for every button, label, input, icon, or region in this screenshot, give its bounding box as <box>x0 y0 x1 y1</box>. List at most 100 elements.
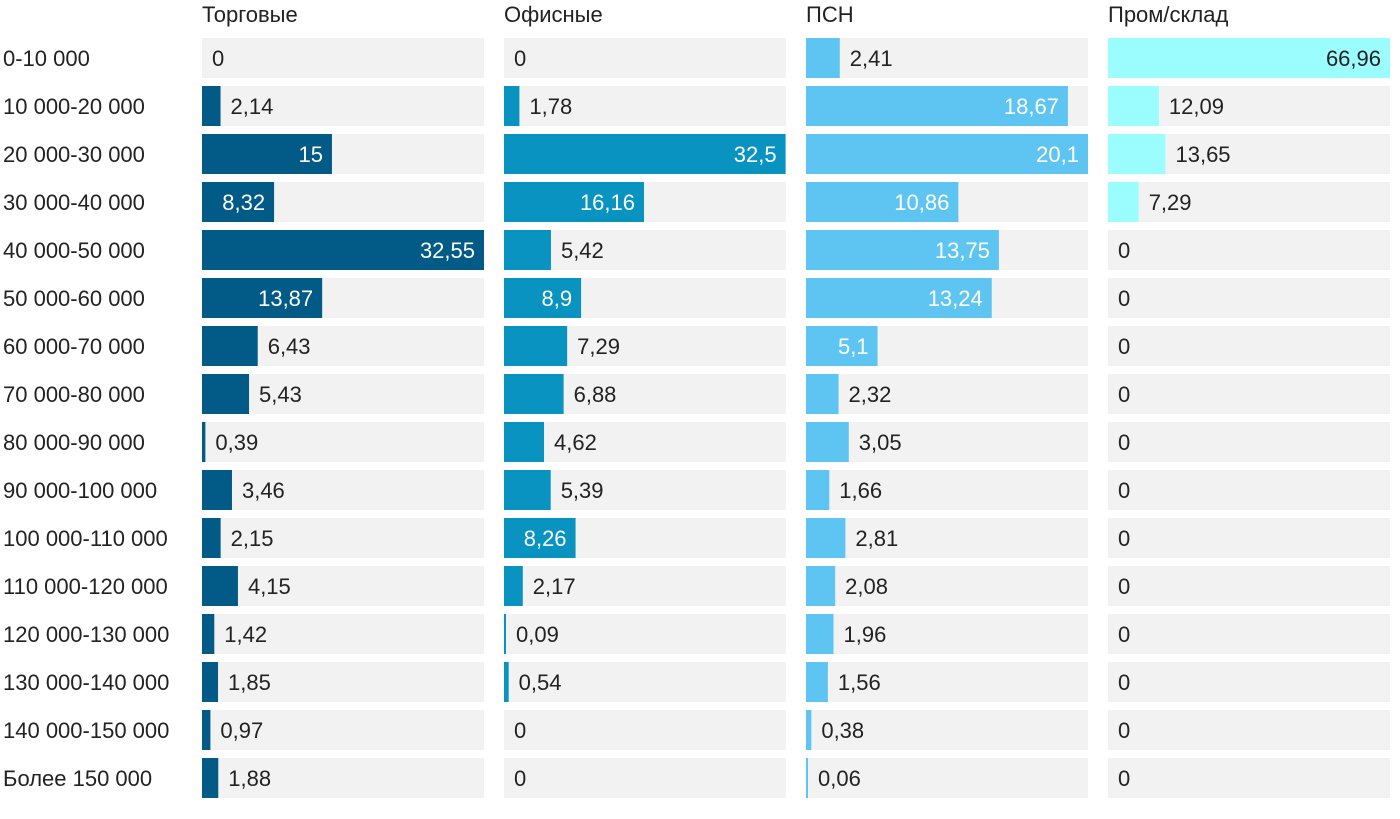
data-label: 5,42 <box>561 238 604 263</box>
category-label: 50 000-60 000 <box>3 286 145 311</box>
bar <box>202 758 219 798</box>
category-label: 140 000-150 000 <box>3 718 169 743</box>
bar <box>504 182 644 222</box>
data-label: 3,05 <box>859 430 902 455</box>
data-label: 8,26 <box>524 526 567 551</box>
bar <box>202 326 258 366</box>
bar-track <box>1108 278 1390 318</box>
data-label: 4,15 <box>248 574 291 599</box>
data-label: 0,97 <box>220 718 263 743</box>
data-label: 0 <box>1118 574 1130 599</box>
data-label: 8,32 <box>222 190 265 215</box>
bar-track <box>1108 230 1390 270</box>
bar <box>202 566 238 606</box>
data-label: 2,17 <box>533 574 576 599</box>
data-label: 0 <box>1118 526 1130 551</box>
data-label: 0 <box>1118 286 1130 311</box>
bar <box>806 422 849 462</box>
category-label: 60 000-70 000 <box>3 334 145 359</box>
bar <box>1108 38 1390 78</box>
bar-track <box>1108 566 1390 606</box>
bar <box>806 758 808 798</box>
bar <box>806 278 992 318</box>
category-label: 20 000-30 000 <box>3 142 145 167</box>
bar <box>1108 182 1139 222</box>
category-label: 130 000-140 000 <box>3 670 169 695</box>
data-label: 1,42 <box>224 622 267 647</box>
data-label: 0 <box>514 766 526 791</box>
data-label: 2,41 <box>850 46 893 71</box>
data-label: 12,09 <box>1169 94 1224 119</box>
bar-track <box>504 758 786 798</box>
data-label: 2,32 <box>849 382 892 407</box>
bar-track <box>806 374 1088 414</box>
bar <box>504 374 564 414</box>
bar-track <box>806 566 1088 606</box>
data-label: 20,1 <box>1036 142 1079 167</box>
category-label: 120 000-130 000 <box>3 622 169 647</box>
data-label: 0 <box>1118 478 1130 503</box>
data-label: 0,38 <box>821 718 864 743</box>
data-label: 2,15 <box>231 526 274 551</box>
bar-track <box>504 422 786 462</box>
category-label: 80 000-90 000 <box>3 430 145 455</box>
category-label: 30 000-40 000 <box>3 190 145 215</box>
bar-track <box>806 662 1088 702</box>
bar-track <box>1108 422 1390 462</box>
bar <box>806 326 878 366</box>
data-label: 1,96 <box>843 622 886 647</box>
data-label: 0 <box>514 718 526 743</box>
bar <box>806 134 1088 174</box>
bar-track <box>806 422 1088 462</box>
bar-track <box>202 518 484 558</box>
data-label: 0,09 <box>516 622 559 647</box>
data-label: 0 <box>1118 382 1130 407</box>
bar <box>504 614 506 654</box>
bar <box>806 86 1068 126</box>
bar-track <box>504 710 786 750</box>
bar <box>202 182 275 222</box>
category-label: 0-10 000 <box>3 46 90 71</box>
data-label: 8,9 <box>542 286 573 311</box>
bar-track <box>504 38 786 78</box>
data-label: 0,54 <box>519 670 562 695</box>
bar-track <box>504 470 786 510</box>
bar <box>806 230 999 270</box>
data-label: 2,81 <box>855 526 898 551</box>
data-label: 0 <box>1118 238 1130 263</box>
bar <box>806 374 839 414</box>
bar <box>202 662 219 702</box>
bar <box>806 710 812 750</box>
data-label: 2,08 <box>845 574 888 599</box>
bar-track <box>202 38 484 78</box>
bar <box>1108 134 1166 174</box>
data-label: 0 <box>514 46 526 71</box>
series-header: Офисные <box>504 2 603 27</box>
data-label: 0 <box>1118 430 1130 455</box>
data-label: 4,62 <box>554 430 597 455</box>
category-label: 100 000-110 000 <box>3 526 168 551</box>
data-label: 3,46 <box>242 478 285 503</box>
data-label: 5,1 <box>838 334 869 359</box>
bar-track <box>1108 662 1390 702</box>
category-label: 40 000-50 000 <box>3 238 145 263</box>
data-label: 7,29 <box>577 334 620 359</box>
bar <box>504 662 509 702</box>
bar-track <box>1108 758 1390 798</box>
series-header: Пром/склад <box>1108 2 1228 27</box>
bar-track <box>1108 326 1390 366</box>
bar-track <box>504 86 786 126</box>
bar <box>504 134 786 174</box>
bar-track <box>1108 710 1390 750</box>
bar-track <box>202 710 484 750</box>
data-label: 1,85 <box>228 670 271 695</box>
bar <box>202 230 484 270</box>
data-label: 1,88 <box>228 766 271 791</box>
data-label: 0,06 <box>818 766 861 791</box>
bar-track <box>504 662 786 702</box>
bar-track <box>202 614 484 654</box>
bar <box>504 86 520 126</box>
data-label: 6,88 <box>574 382 617 407</box>
data-label: 6,43 <box>268 334 311 359</box>
